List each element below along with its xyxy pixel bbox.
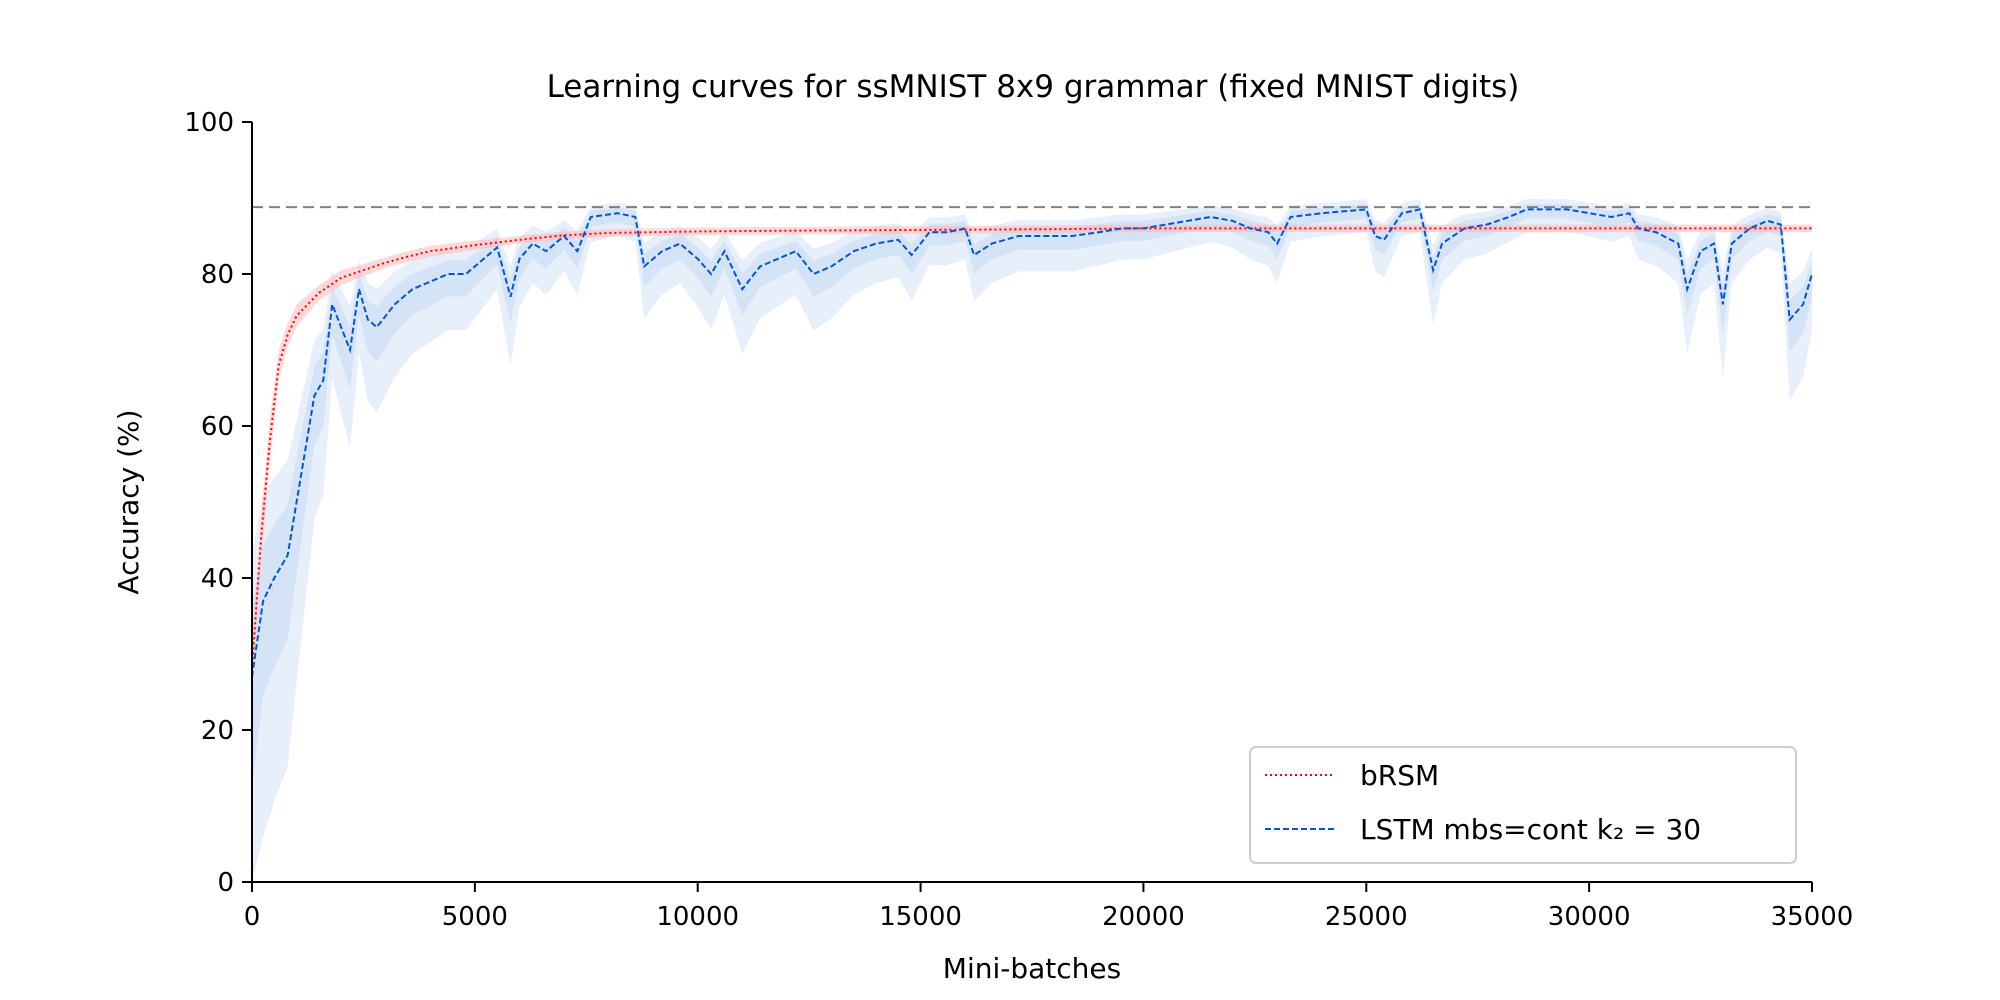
axes: 0 5000 10000 15000 20000 25000 30000 35000 0 20 4… (112, 108, 1853, 985)
series-lines (251, 208, 1813, 677)
y-tick-label: 60 (201, 412, 234, 442)
x-tick-label: 5000 (442, 902, 508, 932)
lstm-outer-band (252, 199, 1812, 882)
series-line-lstm (251, 208, 1813, 677)
legend: bRSM LSTM mbs=cont k₂ = 30 (1249, 746, 1797, 864)
x-tick-label: 20000 (1102, 902, 1185, 932)
y-tick-label: 100 (184, 108, 234, 138)
x-tick-label: 0 (244, 902, 261, 932)
y-tick-label: 40 (201, 564, 234, 594)
x-tick-label: 30000 (1548, 902, 1631, 932)
chart-title: Learning curves for ssMNIST 8x9 grammar … (547, 69, 1520, 105)
x-axis-label: Mini-batches (943, 952, 1121, 985)
series-line-brsm (251, 227, 1812, 670)
x-tick-label: 35000 (1771, 902, 1854, 932)
legend-box (1249, 746, 1797, 864)
x-tick-label: 15000 (879, 902, 962, 932)
x-tick-label: 25000 (1325, 902, 1408, 932)
plot-area (251, 199, 1813, 882)
legend-label-lstm: LSTM mbs=cont k₂ = 30 (1360, 813, 1701, 846)
y-tick-label: 80 (201, 260, 234, 290)
x-tick-label: 10000 (656, 902, 739, 932)
y-axis-label: Accuracy (%) (112, 409, 145, 594)
y-tick-label: 0 (217, 868, 234, 898)
y-tick-label: 20 (201, 716, 234, 746)
confidence-bands (252, 199, 1812, 882)
y-ticks: 0 20 40 60 80 100 (184, 108, 252, 898)
legend-label-brsm: bRSM (1360, 759, 1439, 792)
x-ticks: 0 5000 10000 15000 20000 25000 30000 35000 (244, 882, 1854, 932)
